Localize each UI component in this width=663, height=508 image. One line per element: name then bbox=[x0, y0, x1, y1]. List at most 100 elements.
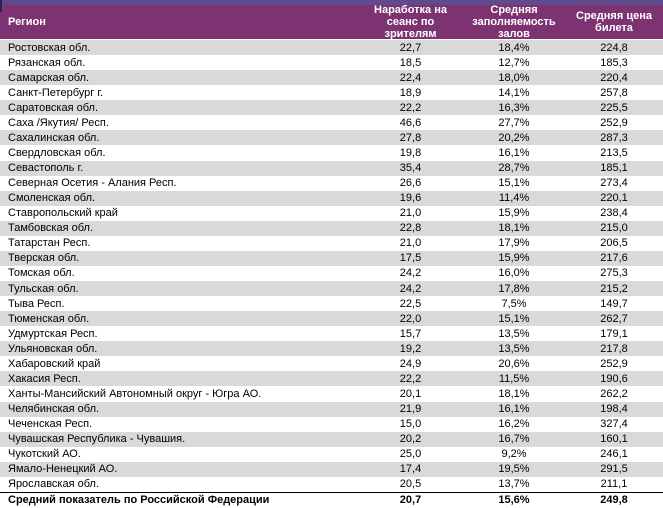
table-row[interactable]: Севастополь г. 35,4 28,7% 185,1 bbox=[0, 160, 663, 176]
table-body: Ростовская обл. 22,7 18,4% 224,8 Рязанская о… bbox=[0, 40, 663, 508]
per-session-cell: 20,2 bbox=[399, 433, 422, 446]
occupancy-cell: 18,0% bbox=[498, 71, 530, 84]
price-cell: 252,9 bbox=[600, 116, 628, 129]
table-header: Регион Наработка на сеанс по зрителям Ср… bbox=[0, 5, 663, 40]
price-cell: 206,5 bbox=[600, 237, 628, 250]
table-row[interactable]: Ярославская обл. 20,5 13,7% 211,1 bbox=[0, 476, 663, 492]
price-cell: 215,0 bbox=[600, 222, 628, 235]
occupancy-cell: 16,0% bbox=[498, 267, 530, 280]
table-row[interactable]: Удмуртская Респ. 15,7 13,5% 179,1 bbox=[0, 326, 663, 342]
table-row[interactable]: Хакасия Респ. 22,2 11,5% 190,6 bbox=[0, 371, 663, 387]
price-cell: 149,7 bbox=[600, 297, 628, 310]
per-session-cell: 22,0 bbox=[399, 312, 422, 325]
per-session-cell: 22,5 bbox=[399, 297, 422, 310]
table-row[interactable]: Саха /Якутия/ Респ. 46,6 27,7% 252,9 bbox=[0, 115, 663, 131]
table-row[interactable]: Самарская обл. 22,4 18,0% 220,4 bbox=[0, 70, 663, 86]
table-row[interactable]: Татарстан Респ. 21,0 17,9% 206,5 bbox=[0, 235, 663, 251]
occupancy-cell: 18,4% bbox=[498, 41, 530, 54]
table-row[interactable]: Сахалинская обл. 27,8 20,2% 287,3 bbox=[0, 130, 663, 146]
price-cell: 217,8 bbox=[600, 342, 628, 355]
top-strip bbox=[0, 0, 663, 12]
occupancy-cell: 18,1% bbox=[498, 387, 530, 400]
per-session-cell: 24,9 bbox=[399, 357, 422, 370]
region-cell: Ульяновская обл. bbox=[8, 342, 98, 355]
price-cell: 215,2 bbox=[600, 282, 628, 295]
table-row[interactable]: Ростовская обл. 22,7 18,4% 224,8 bbox=[0, 40, 663, 56]
region-cell: Чувашская Республика - Чувашия. bbox=[8, 433, 186, 446]
region-cell: Рязанская обл. bbox=[8, 56, 86, 69]
table-row[interactable]: Тамбовская обл. 22,8 18,1% 215,0 bbox=[0, 220, 663, 236]
table-row[interactable]: Томская обл. 24,2 16,0% 275,3 bbox=[0, 265, 663, 281]
table-row[interactable]: Саратовская обл. 22,2 16,3% 225,5 bbox=[0, 100, 663, 116]
price-cell: 217,6 bbox=[600, 252, 628, 265]
price-cell: 275,3 bbox=[600, 267, 628, 280]
occupancy-cell: 16,3% bbox=[498, 101, 530, 114]
table-row[interactable]: Тюменская обл. 22,0 15,1% 262,7 bbox=[0, 311, 663, 327]
price-cell: 262,2 bbox=[600, 387, 628, 400]
table-row[interactable]: Тверская обл. 17,5 15,9% 217,6 bbox=[0, 250, 663, 266]
per-session-cell: 22,2 bbox=[399, 372, 422, 385]
region-cell: Ямало-Ненецкий АО. bbox=[8, 463, 118, 476]
price-cell: 185,3 bbox=[600, 56, 628, 69]
per-session-cell: 27,8 bbox=[399, 131, 422, 144]
table-row[interactable]: Чукотский АО. 25,0 9,2% 246,1 bbox=[0, 446, 663, 462]
occupancy-cell: 17,8% bbox=[498, 282, 530, 295]
region-cell: Хабаровский край bbox=[8, 357, 101, 370]
table-row[interactable]: Хабаровский край 24,9 20,6% 252,9 bbox=[0, 356, 663, 372]
region-cell: Томская обл. bbox=[8, 267, 75, 280]
column-header-region: Регион bbox=[8, 16, 46, 28]
per-session-cell: 17,4 bbox=[399, 463, 422, 476]
price-cell: 257,8 bbox=[600, 86, 628, 99]
per-session-cell: 15,7 bbox=[399, 327, 422, 340]
occupancy-cell: 16,1% bbox=[498, 146, 530, 159]
occupancy-cell: 13,5% bbox=[498, 327, 530, 340]
per-session-cell: 24,2 bbox=[399, 267, 422, 280]
per-session-cell: 18,5 bbox=[399, 56, 422, 69]
region-cell: Тамбовская обл. bbox=[8, 222, 94, 235]
table-row[interactable]: Тульская обл. 24,2 17,8% 215,2 bbox=[0, 281, 663, 297]
per-session-cell: 21,9 bbox=[399, 403, 422, 416]
table-row[interactable]: Рязанская обл. 18,5 12,7% 185,3 bbox=[0, 55, 663, 71]
region-cell: Челябинская обл. bbox=[8, 403, 100, 416]
price-cell: 252,9 bbox=[600, 357, 628, 370]
occupancy-cell: 15,6% bbox=[498, 494, 530, 507]
occupancy-cell: 11,4% bbox=[498, 192, 530, 205]
summary-row[interactable]: Средний показатель по Российской Федерац… bbox=[0, 491, 663, 508]
table-row[interactable]: Ямало-Ненецкий АО. 17,4 19,5% 291,5 bbox=[0, 461, 663, 477]
occupancy-cell: 20,2% bbox=[498, 131, 530, 144]
column-header-occupancy: Средняя заполняемость залов bbox=[472, 5, 556, 39]
table-row[interactable]: Северная Осетия - Алания Респ. 26,6 15,1% 2… bbox=[0, 175, 663, 191]
per-session-cell: 25,0 bbox=[399, 448, 422, 461]
per-session-cell: 20,7 bbox=[399, 494, 422, 507]
price-cell: 238,4 bbox=[600, 207, 628, 220]
price-cell: 213,5 bbox=[600, 146, 628, 159]
occupancy-cell: 12,7% bbox=[498, 56, 530, 69]
region-cell: Чукотский АО. bbox=[8, 448, 81, 461]
occupancy-cell: 11,5% bbox=[498, 372, 530, 385]
per-session-cell: 20,5 bbox=[399, 478, 422, 491]
table-row[interactable]: Ульяновская обл. 19,2 13,5% 217,8 bbox=[0, 341, 663, 357]
region-cell: Чеченская Респ. bbox=[8, 418, 93, 431]
table-row[interactable]: Ставропольский край 21,0 15,9% 238,4 bbox=[0, 205, 663, 221]
occupancy-cell: 16,7% bbox=[498, 433, 530, 446]
region-cell: Северная Осетия - Алания Респ. bbox=[8, 177, 177, 190]
table-row[interactable]: Ханты-Мансийский Автономный округ - Югра… bbox=[0, 386, 663, 402]
region-cell: Тульская обл. bbox=[8, 282, 79, 295]
table-row[interactable]: Свердловская обл. 19,8 16,1% 213,5 bbox=[0, 145, 663, 161]
per-session-cell: 19,6 bbox=[399, 192, 422, 205]
price-cell: 185,1 bbox=[600, 162, 628, 175]
price-cell: 179,1 bbox=[600, 327, 628, 340]
occupancy-cell: 14,1% bbox=[498, 86, 530, 99]
table-row[interactable]: Санкт-Петербург г. 18,9 14,1% 257,8 bbox=[0, 85, 663, 101]
region-cell: Тюменская обл. bbox=[8, 312, 90, 325]
table-row[interactable]: Чувашская Республика - Чувашия. 20,2 16,7%… bbox=[0, 431, 663, 447]
table-row[interactable]: Челябинская обл. 21,9 16,1% 198,4 bbox=[0, 401, 663, 417]
occupancy-cell: 28,7% bbox=[498, 162, 530, 175]
region-cell: Ставропольский край bbox=[8, 207, 118, 220]
price-cell: 198,4 bbox=[600, 403, 628, 416]
table-row[interactable]: Чеченская Респ. 15,0 16,2% 327,4 bbox=[0, 416, 663, 432]
table-row[interactable]: Смоленская обл. 19,6 11,4% 220,1 bbox=[0, 190, 663, 206]
region-cell: Сахалинская обл. bbox=[8, 131, 100, 144]
table-row[interactable]: Тыва Респ. 22,5 7,5% 149,7 bbox=[0, 296, 663, 312]
region-cell: Саха /Якутия/ Респ. bbox=[8, 116, 109, 129]
